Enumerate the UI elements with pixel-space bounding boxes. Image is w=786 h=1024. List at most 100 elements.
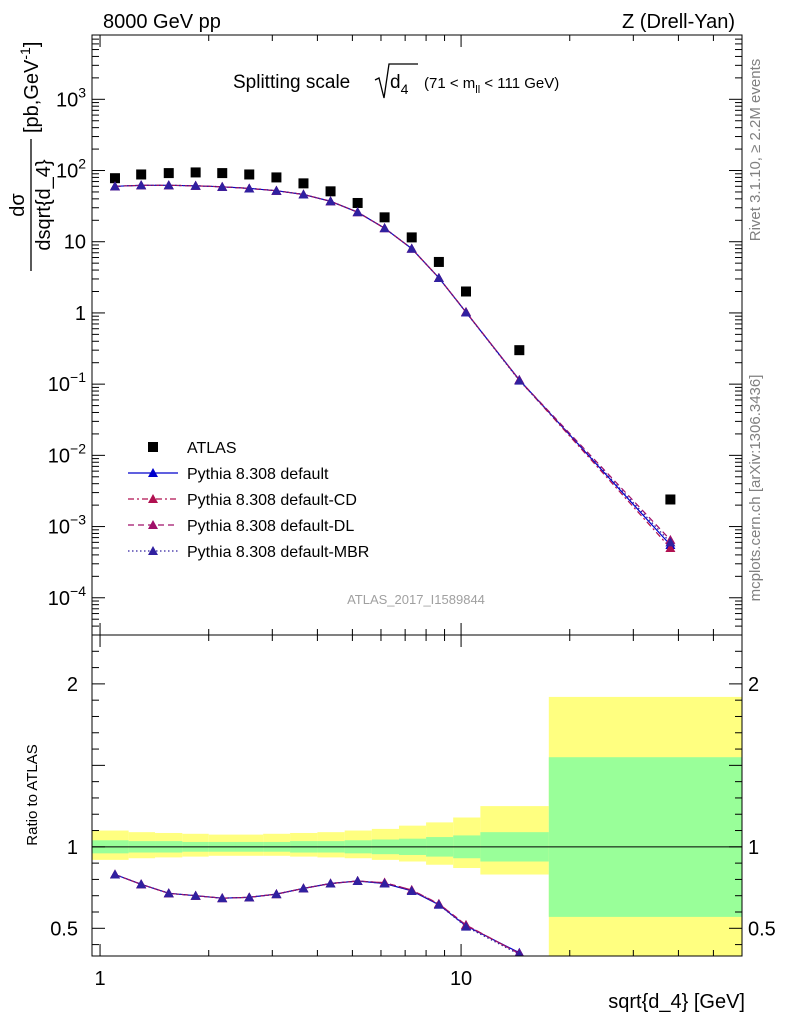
data-point — [217, 181, 228, 191]
title-cut: (71 < mll < 111 GeV) — [424, 75, 559, 96]
ratio-y-tick-label: 0.5 — [50, 918, 78, 940]
ratio-data-point — [461, 921, 472, 931]
ratio-y-tick-label: 1 — [67, 837, 78, 859]
data-point — [244, 183, 255, 193]
legend-marker — [148, 546, 158, 555]
data-point — [406, 243, 417, 253]
data-point — [433, 272, 444, 282]
ratio-data-point — [352, 876, 363, 886]
legend-label: Pythia 8.308 default-DL — [187, 518, 354, 535]
data-point — [217, 168, 228, 179]
ratio-plot-area — [92, 696, 742, 956]
data-point — [406, 232, 417, 243]
ratio-y-tick-label-right: 1 — [748, 837, 759, 859]
ratio-data-point — [217, 893, 228, 903]
ratio-ylabel: Ratio to ATLAS — [24, 744, 41, 845]
legend-label: Pythia 8.308 default-MBR — [187, 544, 369, 561]
y-tick-label: 10−2 — [48, 440, 86, 467]
y-tick-label: 10−3 — [48, 512, 86, 539]
ratio-frame — [91, 634, 743, 957]
data-point — [325, 186, 336, 197]
ratio-data-point — [190, 890, 201, 900]
data-point — [136, 180, 147, 190]
x-tick-label: 1 — [94, 968, 105, 990]
legend-label: ATLAS — [187, 440, 237, 457]
ratio-series-line — [114, 873, 520, 955]
ylabel-unit: [pb,GeV-1] — [17, 42, 43, 133]
legend: ATLAS Pythia 8.308 default Pythia 8.308 de… — [128, 440, 369, 561]
legend-marker — [148, 520, 158, 529]
data-point — [433, 256, 444, 267]
data-point — [190, 167, 201, 178]
ratio-data-point — [379, 878, 390, 888]
ratio-data-point — [515, 949, 524, 956]
data-point — [665, 494, 676, 505]
legend-marker — [148, 468, 158, 477]
data-point — [379, 223, 390, 233]
data-point — [325, 196, 336, 206]
title-sqrt-symbol — [374, 63, 418, 99]
header-right: Z (Drell-Yan) — [622, 11, 735, 33]
title-variable: d4 — [390, 72, 409, 97]
data-point — [352, 197, 363, 208]
data-point — [271, 172, 282, 183]
ratio-data-point — [136, 879, 147, 889]
y-tick-label: 103 — [56, 84, 86, 111]
title-main: Splitting scale — [233, 72, 350, 93]
data-point — [190, 180, 201, 190]
series-line — [114, 184, 671, 543]
header-left: 8000 GeV pp — [103, 11, 221, 33]
ratio-data-point — [433, 899, 444, 909]
data-point — [514, 345, 525, 356]
legend-marker — [148, 442, 158, 452]
x-tick-label: 10 — [450, 968, 472, 990]
y-tick-label: 10 — [64, 232, 86, 254]
legend-marker — [148, 494, 158, 503]
data-point — [244, 169, 255, 180]
data-point — [163, 180, 174, 190]
ratio-data-point — [109, 869, 120, 879]
y-tick-label: 10−4 — [48, 583, 86, 610]
ratio-data-point — [244, 892, 255, 902]
rivet-label: Rivet 3.1.10, ≥ 2.2M events — [747, 59, 764, 242]
data-point — [109, 181, 120, 191]
watermark: ATLAS_2017_I1589844 — [347, 592, 485, 607]
legend-label: Pythia 8.308 default — [187, 466, 329, 483]
uncertainty-band-inner — [548, 757, 742, 917]
main-panel: 10−4 10−3 10−2 10−1 1 10 102 103 Splitting scal… — [7, 34, 743, 636]
data-point — [271, 185, 282, 195]
data-point — [379, 212, 390, 223]
ratio-data-point — [271, 889, 282, 899]
data-point — [298, 189, 309, 199]
data-point — [461, 286, 472, 297]
ratio-data-point — [406, 885, 417, 895]
y-tick-label: 1 — [75, 303, 86, 325]
data-point — [298, 178, 309, 189]
data-point — [163, 168, 174, 179]
chart-title: Splitting scale — [233, 72, 350, 93]
ratio-y-tick-label: 2 — [67, 674, 78, 696]
ylabel-denominator: dsqrt{d_4} — [33, 159, 55, 251]
ylabel-numerator: dσ — [7, 193, 29, 217]
ratio-y-tick-label-right: 0.5 — [748, 918, 776, 940]
data-point — [665, 542, 676, 552]
mcplots-label: mcplots.cern.ch [arXiv:1306.3436] — [747, 375, 764, 602]
x-axis-label: sqrt{d_4} [GeV] — [608, 991, 745, 1013]
ratio-y-tick-label-right: 2 — [748, 674, 759, 696]
y-tick-label: 102 — [56, 156, 86, 183]
legend-label: Pythia 8.308 default-CD — [187, 492, 357, 509]
ratio-data-point — [163, 888, 174, 898]
series-line — [114, 184, 671, 541]
main-ylabel: dσ dsqrt{d_4} [pb,GeV-1] — [7, 42, 55, 271]
main-plot-area — [109, 167, 676, 552]
ratio-data-point — [298, 883, 309, 893]
data-point — [109, 173, 120, 184]
data-point — [514, 375, 525, 385]
data-point — [352, 207, 363, 217]
ratio-panel: 0.5 0.5 1 1 2 2 1 10 Ratio to ATLAS sqrt{d_4} [… — [24, 634, 776, 1013]
data-point — [665, 537, 676, 547]
ratio-data-point — [325, 878, 336, 888]
data-point — [461, 307, 472, 317]
y-tick-label: 10−1 — [48, 369, 86, 396]
